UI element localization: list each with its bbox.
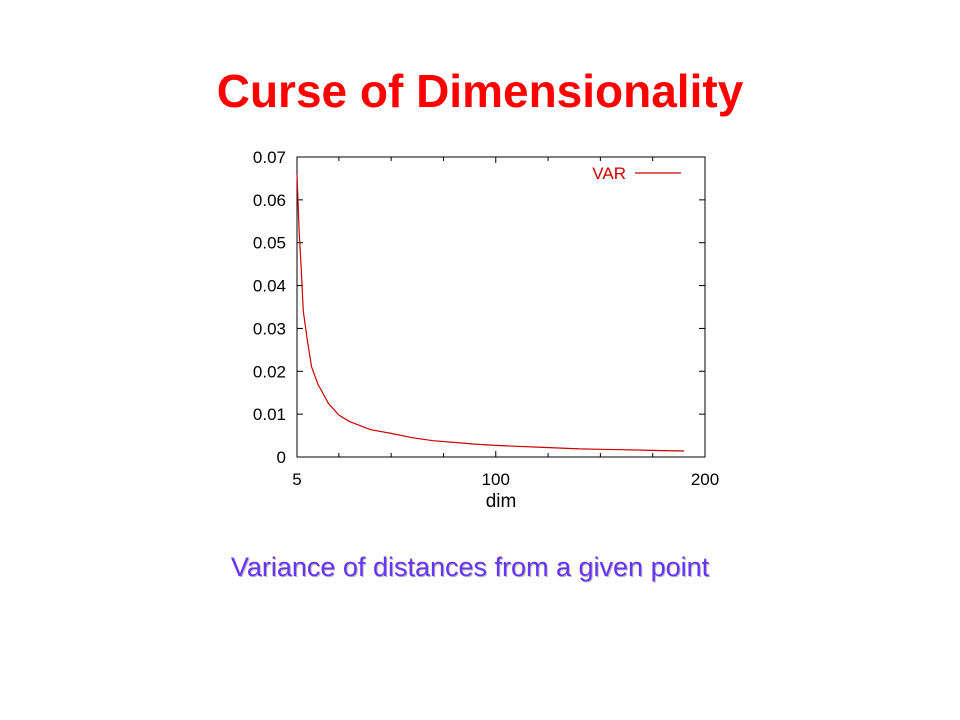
x-tick-label: 100 (482, 470, 510, 489)
y-tick-label: 0.04 (253, 277, 286, 296)
y-tick-label: 0 (277, 448, 286, 467)
y-tick-label: 0.01 (253, 405, 286, 424)
y-tick-label: 0.07 (253, 148, 286, 167)
plot-frame (296, 156, 706, 458)
y-tick-label: 0.02 (253, 362, 286, 381)
y-tick-label: 0.03 (253, 319, 286, 338)
y-tick-label: 0.06 (253, 191, 286, 210)
slide-title: Curse of Dimensionality (216, 65, 744, 117)
legend-label: VAR (592, 164, 626, 183)
slide-caption: Variance of distances from a given point (230, 552, 710, 582)
variance-line-chart: 0 0.01 0.02 0.03 0.04 0.05 0.06 0.07 5 100 200 dim V… (253, 148, 719, 512)
x-tick-label: 200 (691, 470, 719, 489)
y-tick-label: 0.05 (253, 234, 286, 253)
series-line-var (296, 174, 685, 452)
x-axis-label: dim (486, 491, 517, 512)
x-tick-label: 5 (292, 470, 301, 489)
